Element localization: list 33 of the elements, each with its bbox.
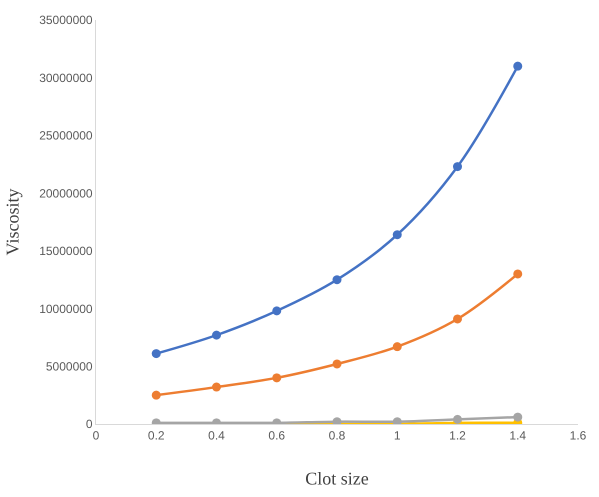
point <box>272 373 282 382</box>
x-tick-label: 1 <box>394 428 401 442</box>
y-tick-label: 35000000 <box>39 13 93 28</box>
y-tick-label: 20000000 <box>39 186 93 200</box>
x-tick-label: 0.4 <box>208 428 226 442</box>
x-tick-label: 0.6 <box>268 428 286 442</box>
y-tick-label: 15000000 <box>39 244 93 258</box>
point <box>513 62 522 71</box>
point <box>453 414 462 424</box>
x-tick-label: 1.4 <box>509 428 526 442</box>
x-axis-title: Clot size <box>305 468 369 488</box>
point <box>272 306 282 316</box>
y-tick-label: 0 <box>86 417 93 432</box>
point <box>513 269 522 278</box>
point <box>332 359 342 368</box>
y-tick-label: 5000000 <box>46 359 93 374</box>
x-tick-label: 1.2 <box>449 428 466 442</box>
x-tick-label: 0.8 <box>328 428 346 442</box>
y-tick-label: 25000000 <box>39 128 93 143</box>
point <box>453 314 462 324</box>
point <box>152 390 161 400</box>
point <box>453 162 462 172</box>
point <box>152 349 161 358</box>
x-tick-label: 1.6 <box>570 428 587 442</box>
x-tick-label: 0.2 <box>148 428 165 442</box>
point <box>212 382 221 392</box>
point <box>392 342 402 352</box>
y-tick-label: 30000000 <box>39 70 93 85</box>
point <box>392 230 402 240</box>
y-axis-title: Viscosity <box>2 188 22 256</box>
point <box>332 275 342 284</box>
y-tick-label: 10000000 <box>39 302 93 316</box>
point <box>212 330 221 340</box>
